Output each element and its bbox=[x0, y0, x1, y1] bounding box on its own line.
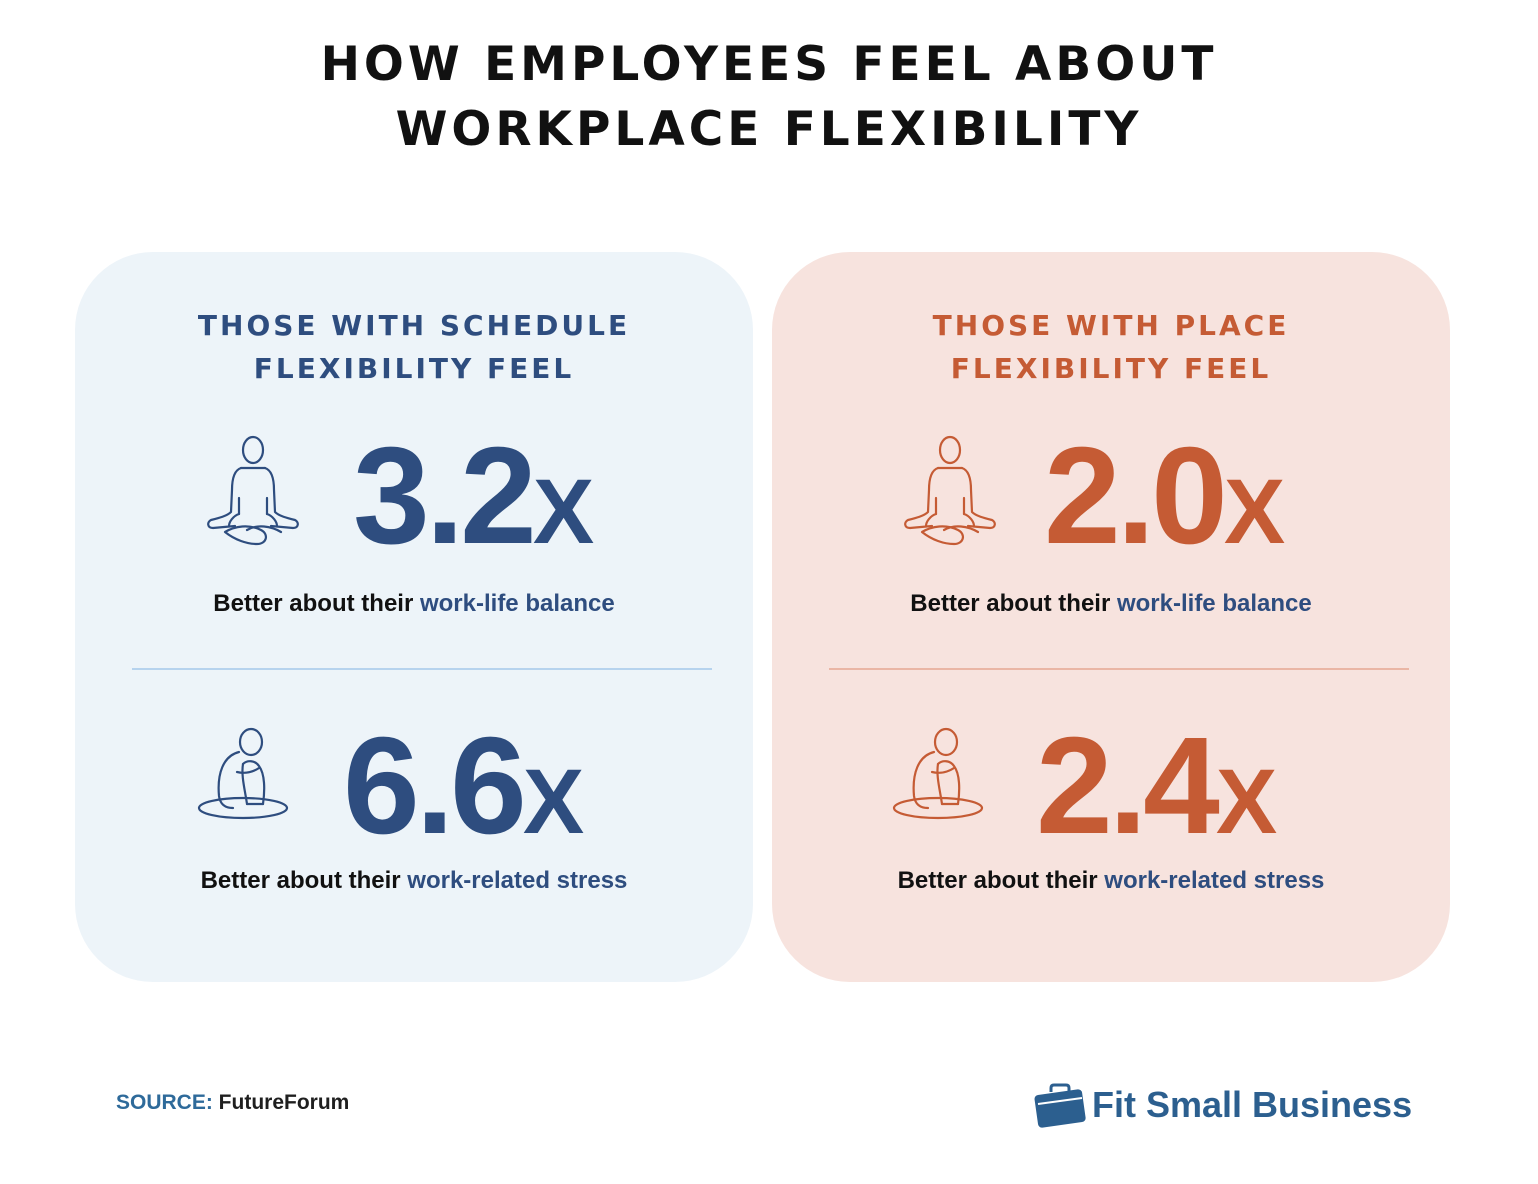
meditation-icon bbox=[904, 435, 996, 546]
caption-highlight: work-related stress bbox=[407, 867, 628, 894]
schedule-card-heading: THOSE WITH SCHEDULE FLEXIBILITY FEEL bbox=[75, 304, 753, 390]
caption-highlight: work-life balance bbox=[419, 590, 615, 617]
place-stress-stat: 2.4X bbox=[772, 716, 1450, 856]
schedule-stress-stat: 6.6X bbox=[75, 716, 753, 856]
place-stress-value: 2.4X bbox=[1036, 716, 1277, 872]
meditation-icon bbox=[207, 435, 299, 546]
place-divider bbox=[829, 668, 1409, 670]
place-worklife-number: 2.0 bbox=[1044, 419, 1228, 573]
place-stress-suffix: X bbox=[1215, 751, 1278, 853]
briefcase-icon bbox=[1034, 1083, 1086, 1128]
schedule-heading-line-2: FLEXIBILITY FEEL bbox=[253, 352, 575, 385]
schedule-stress-caption: Better about their work-related stress bbox=[75, 866, 753, 896]
source-citation: SOURCE: FutureForum bbox=[116, 1091, 349, 1115]
schedule-worklife-stat: 3.2X bbox=[75, 426, 753, 566]
place-heading-line-1: THOSE WITH PLACE bbox=[932, 309, 1290, 342]
title-line-2: WORKPLACE FLEXIBILITY bbox=[395, 102, 1143, 157]
schedule-worklife-value: 3.2X bbox=[353, 426, 594, 582]
schedule-stress-number: 6.6 bbox=[343, 709, 527, 863]
place-worklife-suffix: X bbox=[1223, 461, 1286, 563]
place-worklife-stat: 2.0X bbox=[772, 426, 1450, 566]
source-value: FutureForum bbox=[212, 1091, 350, 1114]
stressed-person-icon bbox=[197, 727, 289, 820]
brand-logo: Fit Small Business bbox=[1034, 1080, 1434, 1130]
caption-prefix: Better about their bbox=[897, 867, 1105, 894]
schedule-stress-suffix: X bbox=[522, 751, 585, 853]
place-card-heading: THOSE WITH PLACE FLEXIBILITY FEEL bbox=[772, 304, 1450, 390]
place-stress-number: 2.4 bbox=[1036, 709, 1220, 863]
schedule-worklife-caption: Better about their work-life balance bbox=[75, 589, 753, 619]
schedule-worklife-suffix: X bbox=[532, 461, 595, 563]
caption-prefix: Better about their bbox=[200, 867, 408, 894]
source-label: SOURCE: bbox=[116, 1091, 213, 1114]
page-title: HOW EMPLOYEES FEEL ABOUT WORKPLACE FLEXI… bbox=[0, 32, 1538, 162]
place-heading-line-2: FLEXIBILITY FEEL bbox=[950, 352, 1272, 385]
schedule-heading-line-1: THOSE WITH SCHEDULE bbox=[197, 309, 631, 342]
place-worklife-value: 2.0X bbox=[1044, 426, 1285, 582]
schedule-flexibility-card: THOSE WITH SCHEDULE FLEXIBILITY FEEL 3.2… bbox=[75, 252, 753, 982]
stressed-person-icon bbox=[892, 727, 984, 820]
place-flexibility-card: THOSE WITH PLACE FLEXIBILITY FEEL 2.0X B… bbox=[772, 252, 1450, 982]
caption-prefix: Better about their bbox=[213, 590, 420, 617]
brand-name: Fit Small Business bbox=[1092, 1084, 1413, 1125]
place-worklife-caption: Better about their work-life balance bbox=[772, 589, 1450, 619]
schedule-stress-value: 6.6X bbox=[343, 716, 584, 872]
schedule-divider bbox=[132, 668, 712, 670]
title-line-1: HOW EMPLOYEES FEEL ABOUT bbox=[320, 37, 1218, 92]
caption-highlight: work-related stress bbox=[1104, 867, 1325, 894]
schedule-worklife-number: 3.2 bbox=[353, 419, 537, 573]
caption-prefix: Better about their bbox=[910, 590, 1117, 617]
caption-highlight: work-life balance bbox=[1116, 590, 1312, 617]
place-stress-caption: Better about their work-related stress bbox=[772, 866, 1450, 896]
